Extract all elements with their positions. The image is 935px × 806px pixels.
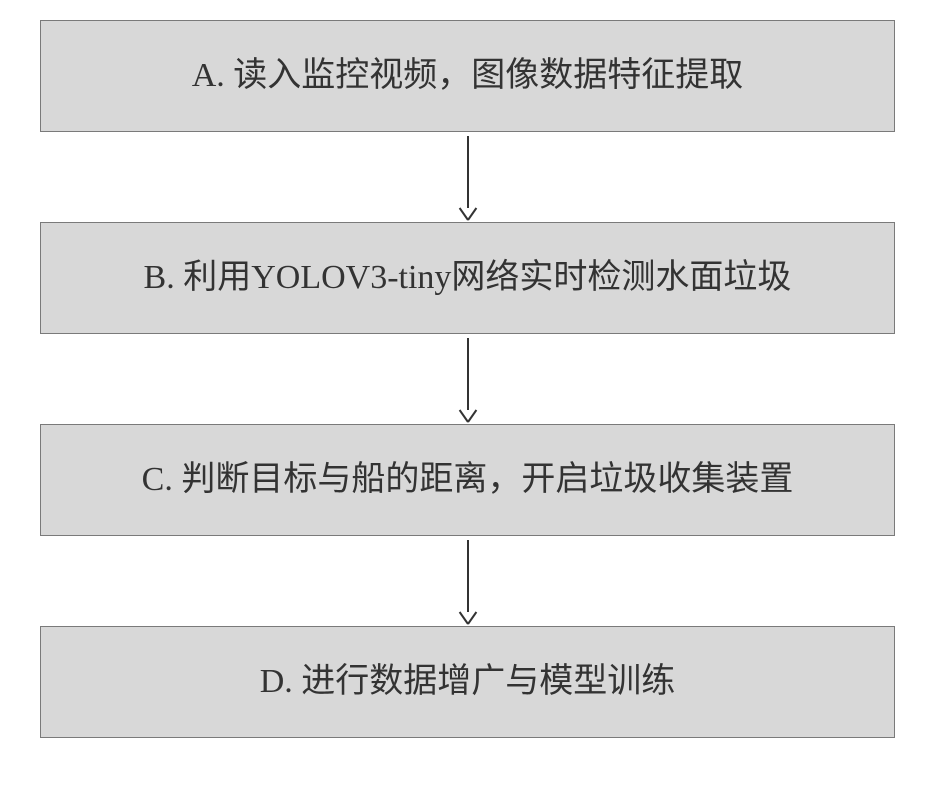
arrow-down-icon: [40, 536, 895, 626]
flowchart-node-label: A. 读入监控视频，图像数据特征提取: [192, 56, 744, 97]
flowchart-node-label: B. 利用YOLOV3-tiny网络实时检测水面垃圾: [144, 258, 792, 299]
flowchart-node-c: C. 判断目标与船的距离，开启垃圾收集装置: [40, 424, 895, 536]
flowchart-node-b: B. 利用YOLOV3-tiny网络实时检测水面垃圾: [40, 222, 895, 334]
flowchart-node-label: D. 进行数据增广与模型训练: [260, 662, 676, 703]
flowchart-node-label: C. 判断目标与船的距离，开启垃圾收集装置: [142, 460, 794, 501]
flowchart-node-d: D. 进行数据增广与模型训练: [40, 626, 895, 738]
flowchart-node-a: A. 读入监控视频，图像数据特征提取: [40, 20, 895, 132]
arrow-down-icon: [40, 132, 895, 222]
arrow-down-icon: [40, 334, 895, 424]
